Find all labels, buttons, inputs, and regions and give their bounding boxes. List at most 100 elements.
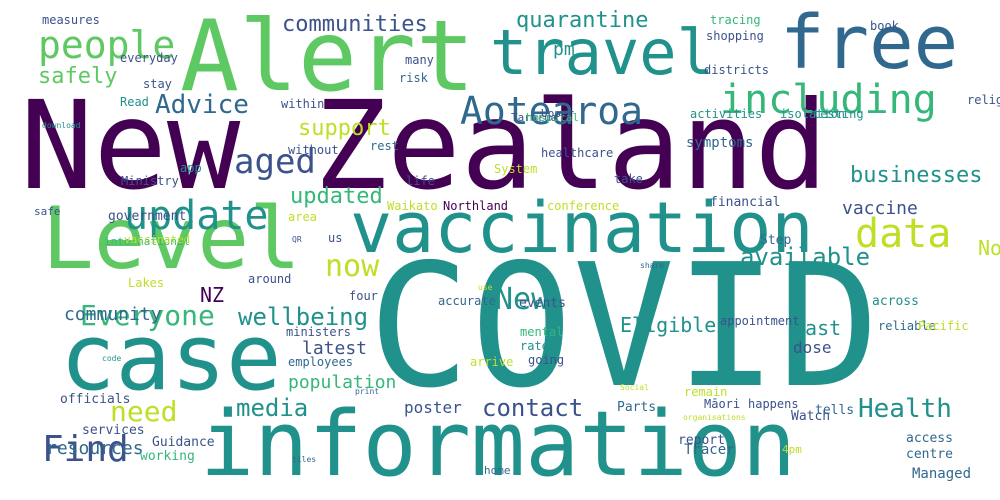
word: tracing bbox=[710, 13, 761, 27]
word: resources bbox=[46, 438, 144, 459]
word: us bbox=[328, 231, 343, 245]
word: Social bbox=[620, 383, 649, 392]
word: Watch bbox=[791, 409, 831, 424]
word: businesses bbox=[850, 163, 983, 188]
word: QR bbox=[292, 235, 302, 244]
word: Māori bbox=[704, 397, 741, 411]
word: vaccine bbox=[842, 198, 918, 219]
word: around bbox=[248, 272, 292, 286]
word: Lakes bbox=[128, 276, 165, 290]
word: safely bbox=[38, 64, 118, 89]
word: code bbox=[102, 354, 122, 363]
word: area bbox=[288, 210, 317, 224]
word: quarantine bbox=[516, 8, 649, 33]
word: within bbox=[281, 97, 325, 111]
word: vaccinated bbox=[124, 233, 191, 246]
word: working bbox=[140, 449, 195, 464]
word: healthcare bbox=[541, 146, 614, 160]
word: symptoms bbox=[686, 135, 754, 151]
word: life bbox=[406, 174, 435, 188]
word: activities bbox=[690, 107, 763, 121]
word: Health bbox=[858, 394, 952, 424]
word: report bbox=[678, 433, 725, 448]
word: November bbox=[978, 236, 1000, 260]
word: NZ bbox=[200, 283, 225, 307]
word: pm bbox=[553, 39, 575, 60]
word: reliable bbox=[878, 319, 936, 333]
word: many bbox=[405, 53, 434, 67]
word: tells bbox=[815, 403, 855, 418]
word: international bbox=[104, 235, 191, 248]
word: updated bbox=[290, 184, 383, 209]
word: religious bbox=[967, 93, 1000, 107]
word: community bbox=[64, 304, 162, 325]
word: Everyone bbox=[80, 299, 215, 332]
word: ministers bbox=[286, 325, 352, 339]
word: financial bbox=[710, 195, 781, 210]
word: download bbox=[42, 121, 81, 130]
word: data bbox=[855, 211, 952, 257]
word: measures bbox=[42, 13, 100, 27]
word: centre bbox=[906, 447, 953, 462]
word: print bbox=[355, 387, 380, 396]
word: hospital bbox=[526, 111, 579, 124]
word: accurate bbox=[438, 294, 496, 308]
word: app bbox=[180, 161, 202, 175]
word: four bbox=[349, 289, 378, 303]
word: Find bbox=[42, 429, 129, 470]
word: Pacific bbox=[918, 319, 969, 333]
word: safe bbox=[34, 205, 61, 218]
word: now bbox=[325, 249, 380, 284]
word: need bbox=[110, 395, 178, 428]
word: conference bbox=[547, 199, 620, 213]
word: Eligible bbox=[620, 313, 717, 337]
word: without bbox=[288, 143, 339, 157]
word: aged bbox=[234, 142, 316, 182]
word: Ministry bbox=[121, 174, 179, 188]
word: take bbox=[614, 172, 643, 186]
word: rest bbox=[370, 139, 399, 153]
word: rates bbox=[520, 339, 557, 353]
word: use bbox=[478, 283, 493, 292]
word: information bbox=[200, 392, 797, 497]
word: Aotearoa bbox=[460, 89, 644, 133]
word: people bbox=[38, 23, 176, 67]
word: government bbox=[108, 209, 187, 224]
word: shopping bbox=[706, 29, 764, 43]
word: access bbox=[906, 431, 953, 446]
word: everyday bbox=[120, 51, 178, 65]
word: COVID bbox=[368, 228, 880, 426]
word: arrive bbox=[470, 355, 514, 369]
word: vaccination bbox=[350, 187, 814, 269]
word: isolation bbox=[780, 107, 846, 121]
word: Last bbox=[793, 316, 842, 340]
word: book bbox=[870, 19, 899, 33]
word: Guidance bbox=[152, 435, 215, 450]
word: Alert bbox=[180, 0, 476, 114]
word: New Zealand bbox=[20, 75, 828, 217]
word: districts bbox=[704, 63, 770, 77]
word: communities bbox=[282, 12, 428, 37]
word: Level bbox=[42, 189, 301, 289]
word: going bbox=[528, 353, 565, 367]
word: media bbox=[236, 394, 309, 422]
word: stay bbox=[143, 77, 172, 91]
word: events bbox=[519, 296, 566, 311]
word: contact bbox=[482, 394, 584, 422]
word: appointment bbox=[720, 314, 800, 328]
word: tiles bbox=[292, 455, 317, 464]
word: population bbox=[288, 372, 397, 393]
word: System bbox=[494, 162, 538, 176]
word: Upper bbox=[541, 107, 575, 120]
word: dose bbox=[793, 338, 832, 357]
word: 4pm bbox=[782, 443, 802, 456]
word: services bbox=[82, 423, 145, 438]
word: Tararua bbox=[511, 111, 558, 124]
word: officials bbox=[60, 392, 131, 407]
word: employees bbox=[288, 355, 354, 369]
word: happens bbox=[748, 397, 799, 411]
word: risk bbox=[399, 71, 428, 85]
word: New bbox=[495, 282, 550, 317]
word: poster bbox=[404, 398, 462, 417]
